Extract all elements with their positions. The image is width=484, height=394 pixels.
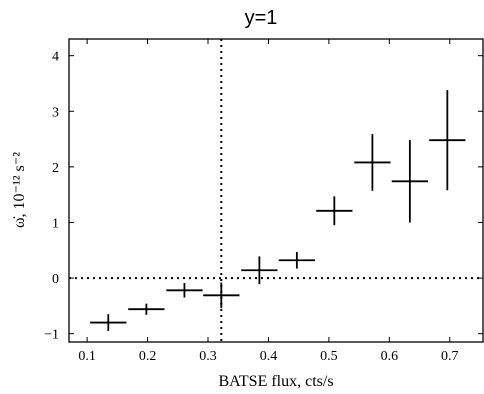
data-point — [203, 282, 240, 309]
y-tick-label: 4 — [52, 50, 59, 65]
x-tick-label: 0.7 — [441, 349, 459, 364]
x-tick-label: 0.1 — [78, 349, 96, 364]
y-axis-label: ω̇, 10⁻¹² s⁻² — [11, 152, 28, 228]
y-tick-labels: −1 0 1 2 3 4 — [44, 50, 59, 343]
data-point — [128, 303, 165, 315]
x-tick-label: 0.3 — [199, 349, 217, 364]
x-tick-label: 0.5 — [320, 349, 338, 364]
x-tick-label: 0.6 — [381, 349, 399, 364]
y-tick-label: 2 — [52, 161, 59, 176]
y-tick-label: −1 — [44, 328, 59, 343]
y-tick-label: 1 — [52, 216, 59, 231]
y-tick-label: 0 — [52, 272, 59, 287]
data-point — [354, 134, 391, 191]
axis-ticks — [69, 39, 483, 342]
chart-title: y=1 — [245, 7, 278, 29]
plot-frame — [68, 38, 484, 343]
data-point — [429, 90, 466, 191]
data-point — [316, 196, 353, 226]
x-tick-label: 0.4 — [260, 349, 278, 364]
data-point — [90, 314, 127, 331]
x-axis-label: BATSE flux, cts/s — [218, 373, 333, 390]
x-tick-labels: 0.1 0.2 0.3 0.4 0.5 0.6 0.7 — [78, 349, 458, 364]
data-point — [166, 283, 203, 298]
data-points — [90, 90, 466, 331]
data-point — [391, 140, 429, 223]
data-point — [278, 251, 315, 269]
y-tick-label: 3 — [52, 105, 59, 120]
data-point — [241, 256, 278, 285]
reference-lines — [69, 39, 483, 342]
x-tick-label: 0.2 — [139, 349, 157, 364]
